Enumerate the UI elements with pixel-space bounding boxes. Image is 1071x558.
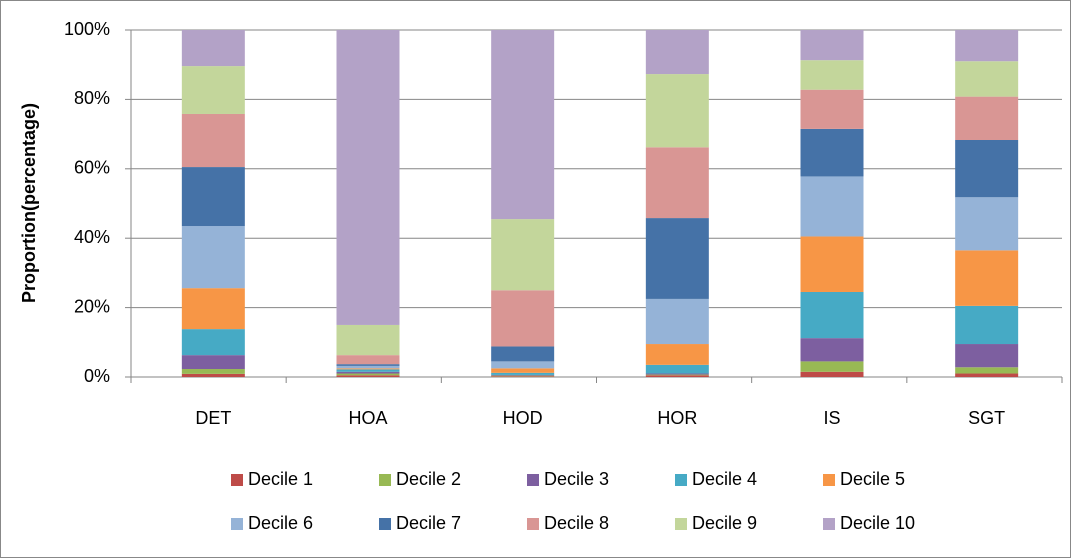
bar-segment [800, 361, 864, 372]
bar-segment [181, 226, 245, 289]
legend-label: Decile 6 [248, 513, 313, 533]
y-tick-label: 20% [74, 296, 110, 316]
bar-segment [645, 74, 709, 148]
bar-segment [800, 291, 864, 339]
bar-segment [181, 30, 245, 67]
bar-segment [336, 30, 400, 325]
bar-segment [336, 365, 400, 369]
bar-segment [800, 176, 864, 237]
bar-segment [955, 373, 1019, 377]
bar-segment [336, 324, 400, 356]
bar-segment [645, 374, 709, 376]
bar-segment [336, 369, 400, 372]
y-tick-label: 40% [74, 227, 110, 247]
bar-segment [800, 236, 864, 292]
legend-label: Decile 3 [544, 469, 609, 489]
bar-segment [181, 288, 245, 330]
bar-segment [181, 66, 245, 114]
bar-segment [336, 371, 400, 374]
legend-label: Decile 7 [396, 513, 461, 533]
legend-label: Decile 9 [692, 513, 757, 533]
x-tick-label: HOD [503, 408, 543, 428]
bar-segment [800, 338, 864, 362]
bar-segment [491, 219, 555, 291]
legend-swatch [823, 518, 835, 530]
bar-segment [336, 364, 400, 366]
y-tick-label: 0% [84, 366, 110, 386]
legend-swatch [527, 518, 539, 530]
y-axis-title: Proportion(percentage) [19, 103, 39, 303]
bar-segment [645, 298, 709, 345]
bar-segment [336, 375, 400, 377]
legend-label: Decile 2 [396, 469, 461, 489]
y-tick-label: 60% [74, 158, 110, 178]
bar-segment [955, 305, 1019, 345]
legend-label: Decile 4 [692, 469, 757, 489]
bar-segment [336, 368, 400, 370]
bar-segment [645, 375, 709, 377]
bar-segment [955, 139, 1019, 198]
x-tick-label: DET [195, 408, 231, 428]
bar-segment [800, 128, 864, 177]
bar-segment [955, 61, 1019, 97]
legend-swatch [527, 474, 539, 486]
bar-segment [336, 373, 400, 376]
bar-segment [491, 346, 555, 362]
bar-segment [955, 250, 1019, 306]
bar-segment [645, 373, 709, 375]
bar-segment [181, 167, 245, 227]
legend-label: Decile 5 [840, 469, 905, 489]
bar-segment [645, 344, 709, 365]
bar-segment [800, 30, 864, 61]
legend-swatch [231, 518, 243, 530]
legend-swatch [231, 474, 243, 486]
bar-segment [645, 30, 709, 75]
bar-segment [645, 218, 709, 299]
x-tick-label: HOR [657, 408, 697, 428]
bar-segment [955, 197, 1019, 251]
bar-segment [645, 364, 709, 374]
legend-swatch [675, 518, 687, 530]
bar-segment [955, 344, 1019, 368]
bar-segment [491, 361, 555, 369]
bar-segment [491, 376, 555, 377]
legend-label: Decile 1 [248, 469, 313, 489]
legend-label: Decile 8 [544, 513, 609, 533]
bar-segment [181, 113, 245, 168]
bar-segment [181, 373, 245, 377]
y-tick-label: 80% [74, 88, 110, 108]
x-tick-label: IS [823, 408, 840, 428]
bar-segment [955, 30, 1019, 62]
bar-segment [181, 355, 245, 370]
bar-segment [181, 369, 245, 374]
bar-segment [336, 355, 400, 365]
y-tick-label: 100% [64, 19, 110, 39]
bar-segment [955, 367, 1019, 374]
legend-swatch [379, 518, 391, 530]
bar-segment [491, 30, 555, 220]
x-tick-label: SGT [968, 408, 1005, 428]
bar-segment [491, 374, 555, 376]
legend-swatch [379, 474, 391, 486]
bar-segment [491, 368, 555, 373]
bar-segment [491, 375, 555, 377]
bar-segment [491, 372, 555, 375]
bar-segment [800, 89, 864, 129]
bar-segment [800, 371, 864, 377]
bar-segment [955, 96, 1019, 140]
x-tick-label: HOA [348, 408, 387, 428]
bar-segment [181, 329, 245, 356]
bar-segment [491, 290, 555, 347]
bar-segment [645, 147, 709, 219]
legend-swatch [675, 474, 687, 486]
bar-segment [800, 60, 864, 90]
legend-swatch [823, 474, 835, 486]
legend-label: Decile 10 [840, 513, 915, 533]
